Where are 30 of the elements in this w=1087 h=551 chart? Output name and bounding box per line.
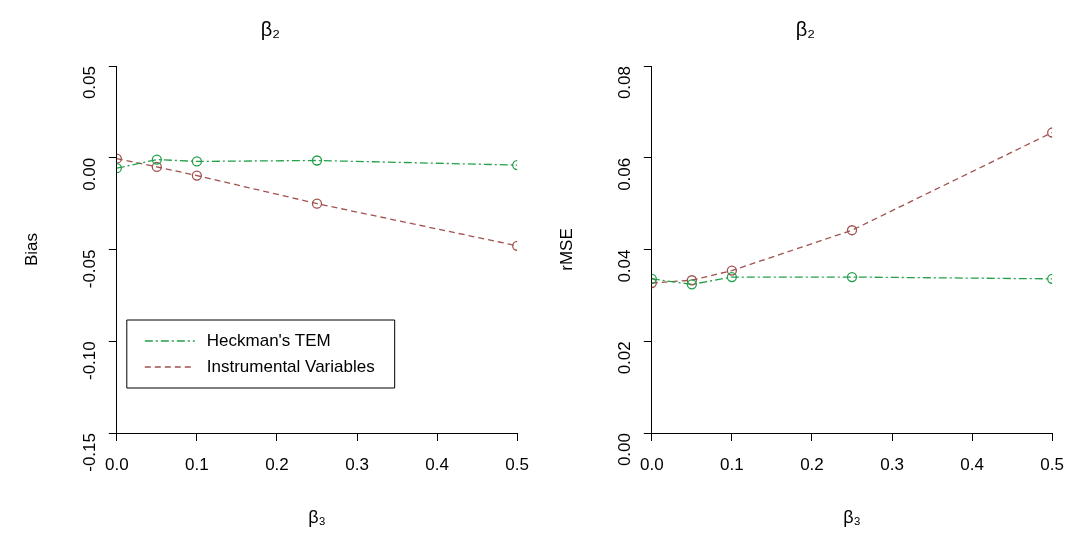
x-tick-label: 0.1 <box>720 454 744 474</box>
y-tick-label: 0.08 <box>615 66 635 100</box>
x-axis-title: β₃ <box>843 507 861 528</box>
y-tick-label: 0.00 <box>615 433 635 467</box>
x-tick-label: 0.0 <box>104 454 129 474</box>
y-tick-label: 0.00 <box>80 157 100 191</box>
x-tick-label: 0.2 <box>265 454 289 474</box>
x-tick-label: 0.0 <box>639 454 664 474</box>
x-tick-label: 0.1 <box>185 454 209 474</box>
y-tick-label: 0.06 <box>615 157 635 191</box>
y-tick-label: -0.15 <box>80 433 100 472</box>
x-tick-label: 0.3 <box>345 454 369 474</box>
x-tick-label: 0.5 <box>1040 454 1064 474</box>
y-tick-label: 0.02 <box>615 341 635 375</box>
y-tick-label: -0.05 <box>80 249 100 289</box>
chart-title: β₂ <box>260 17 281 40</box>
y-tick-label: 0.05 <box>80 66 100 100</box>
x-tick-label: 0.5 <box>505 454 529 474</box>
x-axis-title: β₃ <box>308 507 326 528</box>
chart-title: β₂ <box>795 17 816 40</box>
y-axis-title: Bias <box>21 232 41 267</box>
y-tick-label: -0.10 <box>80 341 100 380</box>
x-tick-label: 0.4 <box>960 454 984 474</box>
y-axis-title: rMSE <box>556 228 576 271</box>
legend-label: Heckman's TEM <box>206 330 331 350</box>
x-tick-label: 0.2 <box>800 454 824 474</box>
x-tick-label: 0.3 <box>880 454 904 474</box>
y-tick-label: 0.04 <box>615 249 635 283</box>
x-tick-label: 0.4 <box>425 454 449 474</box>
legend-label: Instrumental Variables <box>206 356 375 376</box>
